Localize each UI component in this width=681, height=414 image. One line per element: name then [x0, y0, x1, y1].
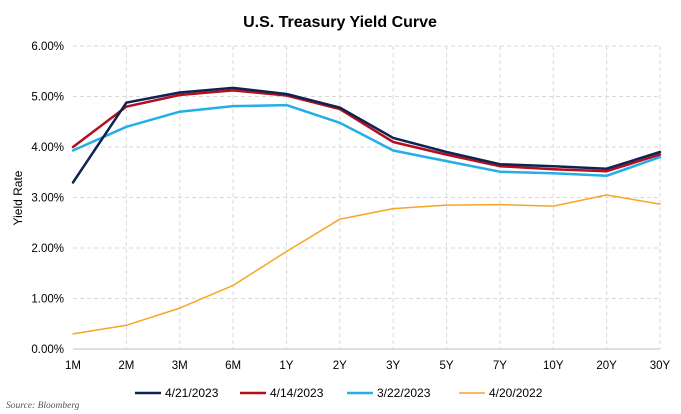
y-tick-label: 0.00%: [31, 344, 64, 356]
y-tick-label: 5.00%: [31, 92, 64, 104]
y-tick-label: 3.00%: [31, 193, 64, 205]
x-tick-label: 3M: [172, 360, 188, 372]
y-axis-label: Yield Rate: [11, 170, 25, 225]
x-tick-label: 3Y: [386, 360, 400, 372]
series-lines: [71, 86, 662, 335]
x-tick-label: 1M: [65, 360, 81, 372]
x-tick-label: 10Y: [543, 360, 564, 372]
grid: [73, 45, 661, 350]
y-axis-ticks: 0.00% 1.00% 2.00% 3.00% 4.00% 5.00% 6.00%: [31, 41, 64, 356]
legend-label: 4/14/2023: [270, 386, 324, 400]
legend-label: 4/20/2022: [489, 386, 543, 400]
x-tick-label: 7Y: [493, 360, 507, 372]
series-line: [71, 103, 662, 178]
series-line: [72, 194, 661, 335]
x-tick-label: 2Y: [333, 360, 347, 372]
series-line: [71, 86, 662, 184]
legend: 4/21/2023 4/14/2023 3/22/2023 4/20/2022: [135, 386, 543, 400]
source-note: Source: Bloomberg: [6, 401, 80, 411]
x-tick-label: 6M: [225, 360, 241, 372]
chart-title: U.S. Treasury Yield Curve: [243, 14, 437, 31]
x-tick-label: 20Y: [596, 360, 617, 372]
y-tick-label: 4.00%: [31, 142, 64, 154]
legend-label: 3/22/2023: [377, 386, 431, 400]
x-tick-label: 30Y: [650, 360, 671, 372]
x-tick-label: 5Y: [440, 360, 454, 372]
series-line: [71, 89, 662, 173]
y-tick-label: 1.00%: [31, 294, 64, 306]
y-tick-label: 2.00%: [31, 243, 64, 255]
x-axis-ticks: 1M 2M 3M 6M 1Y 2Y 3Y 5Y 7Y 10Y 20Y 30Y: [65, 360, 671, 372]
x-tick-label: 2M: [118, 360, 134, 372]
y-tick-label: 6.00%: [31, 41, 64, 53]
x-tick-label: 1Y: [279, 360, 293, 372]
legend-label: 4/21/2023: [165, 386, 219, 400]
